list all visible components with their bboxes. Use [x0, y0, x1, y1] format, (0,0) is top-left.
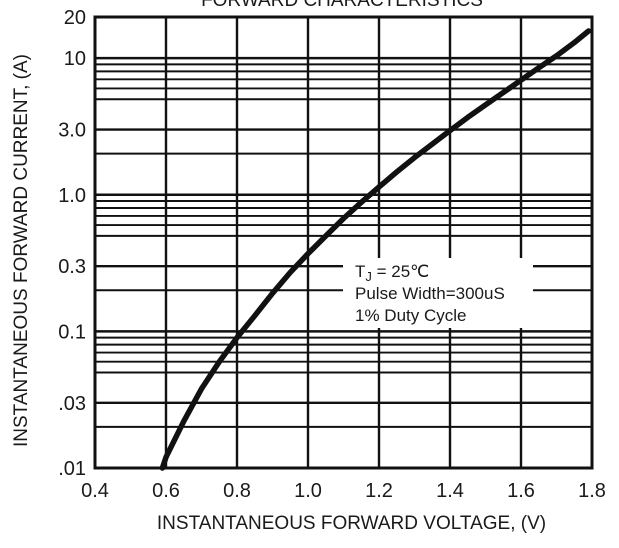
y-tick-label: .01	[58, 458, 86, 480]
x-tick-label: 0.6	[152, 480, 180, 502]
grid-layer	[95, 17, 592, 468]
forward-current-curve	[159, 28, 592, 471]
x-tick-label: 1.4	[436, 480, 464, 502]
plot-frame	[93, 15, 594, 470]
x-tick-label: 1.2	[365, 480, 393, 502]
label-layer: FORWARD CHARACTERISTICS .01 .03 0.1 0.3 1.0 3.…	[11, 0, 606, 534]
y-tick-label: 20	[64, 7, 86, 29]
y-axis-title: INSTANTANEOUS FORWARD CURRENT, (A)	[11, 54, 32, 447]
y-tick-label: 0.3	[58, 256, 86, 278]
x-tick-label: 0.8	[223, 480, 251, 502]
x-tick-label: 1.8	[578, 480, 606, 502]
y-tick-label: .03	[58, 393, 86, 415]
annotation-line: TJ = 25℃	[355, 262, 429, 284]
plot-frame-layer	[93, 15, 594, 470]
x-tick-label: 0.4	[81, 480, 109, 502]
annotation-line: 1% Duty Cycle	[355, 306, 466, 325]
curve-layer	[159, 28, 592, 471]
y-tick-label: 10	[64, 48, 86, 70]
chart-title: FORWARD CHARACTERISTICS	[201, 0, 483, 11]
y-tick-label: 3.0	[58, 120, 86, 142]
x-tick-label: 1.6	[507, 480, 535, 502]
plot-background	[95, 17, 592, 468]
y-tick-label: 0.1	[58, 321, 86, 343]
x-axis-title: INSTANTANEOUS FORWARD VOLTAGE, (V)	[157, 513, 546, 534]
y-tick-label: 1.0	[58, 185, 86, 207]
annotation-box	[343, 258, 533, 328]
x-tick-label: 1.0	[294, 480, 322, 502]
annotation-line: Pulse Width=300uS	[355, 284, 505, 303]
